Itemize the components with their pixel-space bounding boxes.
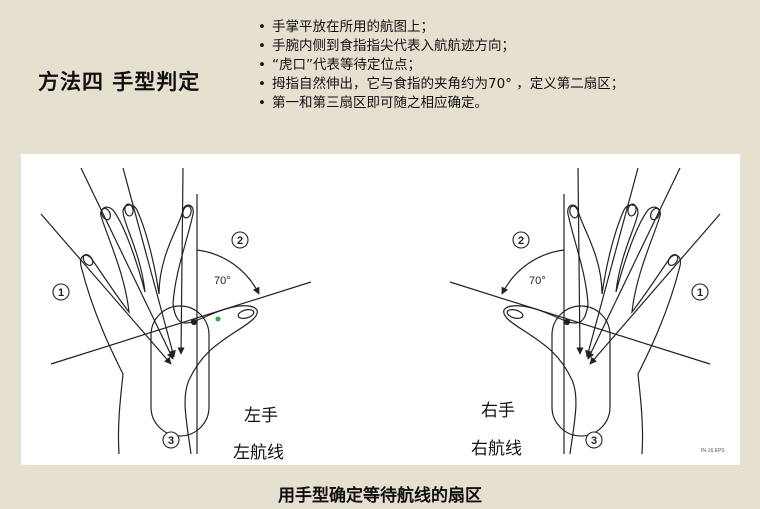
bullet-item: 手腕内侧到食指指尖代表入航航迹方向； bbox=[258, 37, 624, 56]
left-hand-label: 左手 bbox=[244, 406, 278, 426]
bullet-item: “虎口”代表等待定位点； bbox=[258, 56, 624, 75]
right-angle-label: 70° bbox=[529, 275, 546, 287]
method-title: 方法四 手型判定 bbox=[38, 69, 201, 94]
left-sector-1-marker: 1 bbox=[52, 283, 70, 301]
file-tag: IN-16.EPS bbox=[701, 448, 725, 454]
svg-text:1: 1 bbox=[697, 287, 703, 299]
figure-caption: 用手型确定等待航线的扇区 bbox=[278, 486, 482, 506]
left-line-label: 左航线 bbox=[233, 443, 284, 463]
left-sector-3-marker: 3 bbox=[162, 431, 180, 449]
svg-text:3: 3 bbox=[168, 435, 174, 447]
hand-diagram: 1 2 3 70° bbox=[40, 167, 725, 455]
left-hand-drawing bbox=[40, 167, 312, 455]
right-sector-2-marker: 2 bbox=[512, 231, 530, 249]
svg-text:2: 2 bbox=[518, 235, 524, 247]
right-sector-1-marker: 1 bbox=[691, 283, 709, 301]
right-sector-3-marker: 3 bbox=[585, 431, 603, 449]
hand-diagram-panel: 1 2 3 70° bbox=[21, 154, 740, 465]
right-hand-drawing bbox=[449, 167, 721, 455]
bullet-item: 拇指自然伸出，它与食指的夹角约为70° ，定义第二扇区； bbox=[258, 75, 624, 94]
right-line-label: 右航线 bbox=[471, 439, 522, 459]
bullet-item: 手掌平放在所用的航图上； bbox=[258, 18, 624, 37]
green-dot-marker bbox=[215, 316, 221, 322]
svg-text:3: 3 bbox=[591, 435, 597, 447]
left-sector-2-marker: 2 bbox=[231, 231, 249, 249]
svg-text:2: 2 bbox=[237, 235, 243, 247]
right-hand-label: 右手 bbox=[481, 401, 515, 421]
bullet-list: 手掌平放在所用的航图上； 手腕内侧到食指指尖代表入航航迹方向； “虎口”代表等待… bbox=[258, 18, 624, 113]
svg-text:1: 1 bbox=[58, 287, 64, 299]
bullet-item: 第一和第三扇区即可随之相应确定。 bbox=[258, 94, 624, 113]
left-angle-label: 70° bbox=[214, 275, 231, 287]
